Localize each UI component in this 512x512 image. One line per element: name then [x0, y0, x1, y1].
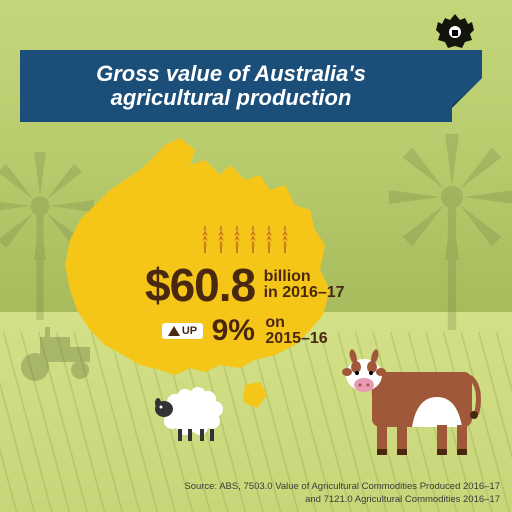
main-statistics: $60.8 billionin 2016–17 UP 9% on2015–16	[145, 225, 345, 348]
cow-icon	[342, 337, 492, 457]
source-text: Source: ABS, 7503.0 Value of Agricultura…	[184, 481, 500, 506]
change-row: UP 9% on2015–16	[145, 314, 345, 348]
up-arrow-icon	[168, 326, 180, 336]
page-title: Gross value of Australia's agricultural …	[50, 62, 412, 110]
wheat-icon	[230, 225, 244, 253]
wheat-icon	[198, 225, 212, 253]
wheat-icon	[214, 225, 228, 253]
up-badge: UP	[162, 323, 203, 339]
windmill-icon-right	[382, 120, 512, 320]
wheat-icon	[262, 225, 276, 253]
wheat-icon	[278, 225, 292, 253]
main-value: $60.8	[145, 258, 255, 312]
wheat-icons-row	[145, 225, 345, 253]
title-banner: Gross value of Australia's agricultural …	[20, 50, 452, 122]
main-unit-period: billionin 2016–17	[264, 269, 345, 301]
sheep-icon	[150, 377, 230, 442]
wheat-icon	[246, 225, 260, 253]
compare-text: on2015–16	[265, 315, 327, 347]
main-value-row: $60.8 billionin 2016–17	[145, 258, 345, 312]
change-percent: 9%	[212, 314, 255, 347]
crest-icon	[430, 12, 480, 52]
